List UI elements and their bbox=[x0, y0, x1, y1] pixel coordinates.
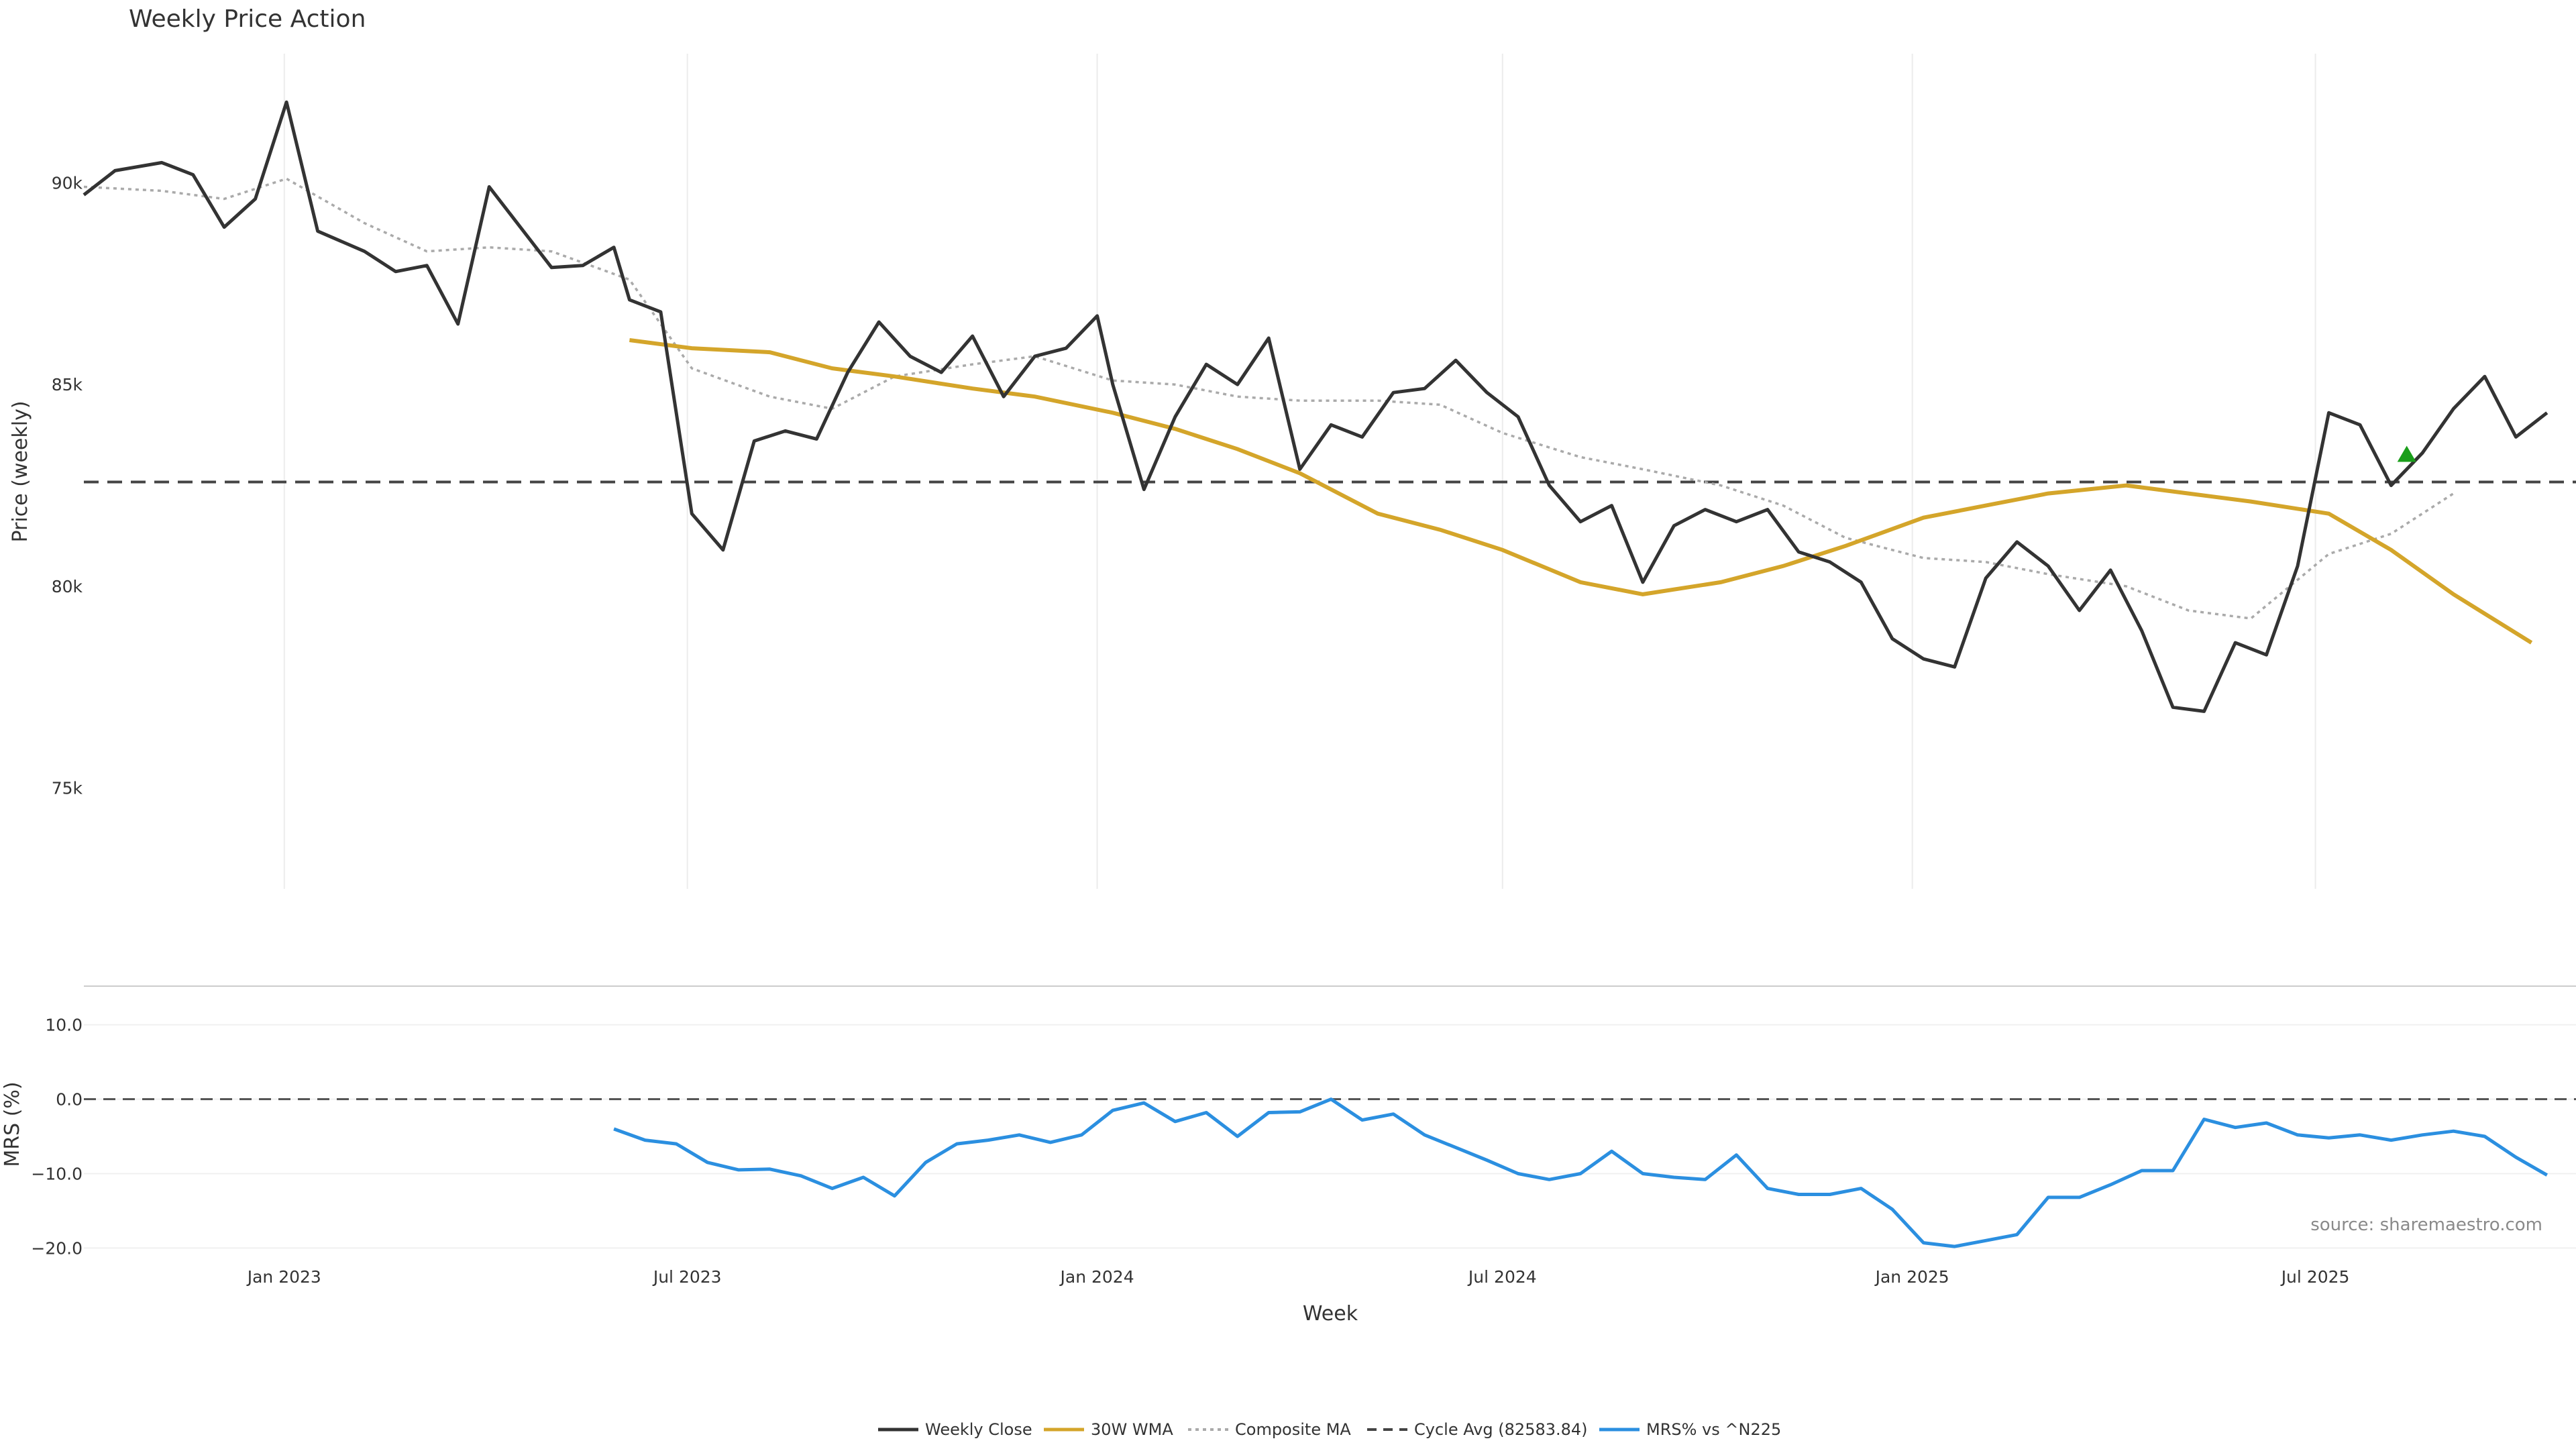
price-y-tick-label: 90k bbox=[52, 173, 83, 193]
x-tick-label: Jul 2024 bbox=[1467, 1267, 1537, 1287]
legend-label: Cycle Avg (82583.84) bbox=[1414, 1420, 1588, 1439]
x-tick-label: Jan 2025 bbox=[1874, 1267, 1949, 1287]
source-text: source: sharemaestro.com bbox=[2310, 1215, 2542, 1235]
mrs-y-tick-label: 10.0 bbox=[45, 1016, 83, 1035]
mrs-panel: 10.0 0.0 −10.0 −20.0 MRS (%) source: sharem… bbox=[1, 985, 2576, 1258]
price-y-ticks: 75k 80k 85k 90k bbox=[52, 173, 83, 798]
x-ticks: Jan 2023 Jul 2023 Jan 2024 Jul 2024 Jan 2025… bbox=[246, 1267, 2350, 1287]
mrs-line bbox=[613, 1097, 2548, 1248]
legend-label: MRS% vs ^N225 bbox=[1646, 1420, 1781, 1439]
legend-label: 30W WMA bbox=[1091, 1420, 1173, 1439]
legend-item: Cycle Avg (82583.84) bbox=[1367, 1420, 1588, 1439]
buy-signal-marker bbox=[2397, 445, 2416, 462]
price-y-tick-label: 75k bbox=[52, 779, 83, 798]
x-tick-label: Jul 2025 bbox=[2280, 1267, 2350, 1287]
mrs-gridlines bbox=[84, 1024, 2576, 1249]
x-tick-label: Jul 2023 bbox=[652, 1267, 722, 1287]
composite-ma-line bbox=[83, 177, 2455, 620]
legend-label: Composite MA bbox=[1235, 1420, 1351, 1439]
mrs-y-tick-label: −20.0 bbox=[31, 1238, 83, 1258]
legend-item: Weekly Close bbox=[878, 1420, 1032, 1439]
x-axis-label: Week bbox=[1303, 1302, 1358, 1326]
wma-30w-line bbox=[629, 338, 2533, 645]
x-tick-label: Jan 2024 bbox=[1059, 1267, 1134, 1287]
legend-item: Composite MA bbox=[1188, 1420, 1351, 1439]
price-y-tick-label: 80k bbox=[52, 577, 83, 596]
mrs-y-tick-label: 0.0 bbox=[56, 1090, 83, 1110]
legend-label: Weekly Close bbox=[925, 1420, 1032, 1439]
chart-title: Weekly Price Action bbox=[129, 5, 366, 33]
mrs-y-ticks: 10.0 0.0 −10.0 −20.0 bbox=[31, 1016, 83, 1258]
legend: Weekly Close 30W WMA Composite MA Cycle Avg… bbox=[878, 1420, 1781, 1439]
x-tick-label: Jan 2023 bbox=[246, 1267, 321, 1287]
mrs-y-tick-label: −10.0 bbox=[31, 1164, 83, 1183]
legend-item: 30W WMA bbox=[1044, 1420, 1173, 1439]
price-y-tick-label: 85k bbox=[52, 375, 83, 394]
price-panel: 75k 80k 85k 90k Price (weekly) bbox=[9, 54, 2576, 889]
price-y-axis-label: Price (weekly) bbox=[9, 400, 32, 542]
mrs-y-axis-label: MRS (%) bbox=[1, 1081, 24, 1167]
weekly-close-line bbox=[83, 100, 2548, 713]
legend-item: MRS% vs ^N225 bbox=[1599, 1420, 1781, 1439]
